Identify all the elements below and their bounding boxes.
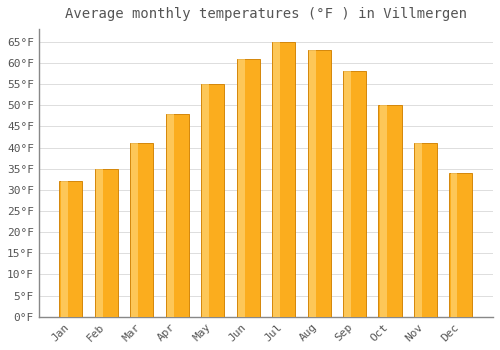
Bar — [95, 169, 118, 317]
Bar — [344, 71, 351, 317]
Bar — [414, 143, 437, 317]
Title: Average monthly temperatures (°F ) in Villmergen: Average monthly temperatures (°F ) in Vi… — [65, 7, 467, 21]
Bar — [415, 143, 422, 317]
Bar — [132, 143, 138, 317]
Bar — [236, 59, 260, 317]
Bar — [308, 50, 316, 317]
Bar — [130, 143, 154, 317]
Bar — [166, 114, 189, 317]
Bar — [238, 59, 245, 317]
Bar — [272, 42, 295, 317]
Bar — [450, 173, 472, 317]
Bar — [450, 173, 458, 317]
Bar — [380, 105, 386, 317]
Bar — [274, 42, 280, 317]
Bar — [96, 169, 103, 317]
Bar — [202, 84, 209, 317]
Bar — [308, 50, 330, 317]
Bar — [201, 84, 224, 317]
Bar — [343, 71, 366, 317]
Bar — [60, 181, 68, 317]
Bar — [60, 181, 82, 317]
Bar — [167, 114, 174, 317]
Bar — [378, 105, 402, 317]
